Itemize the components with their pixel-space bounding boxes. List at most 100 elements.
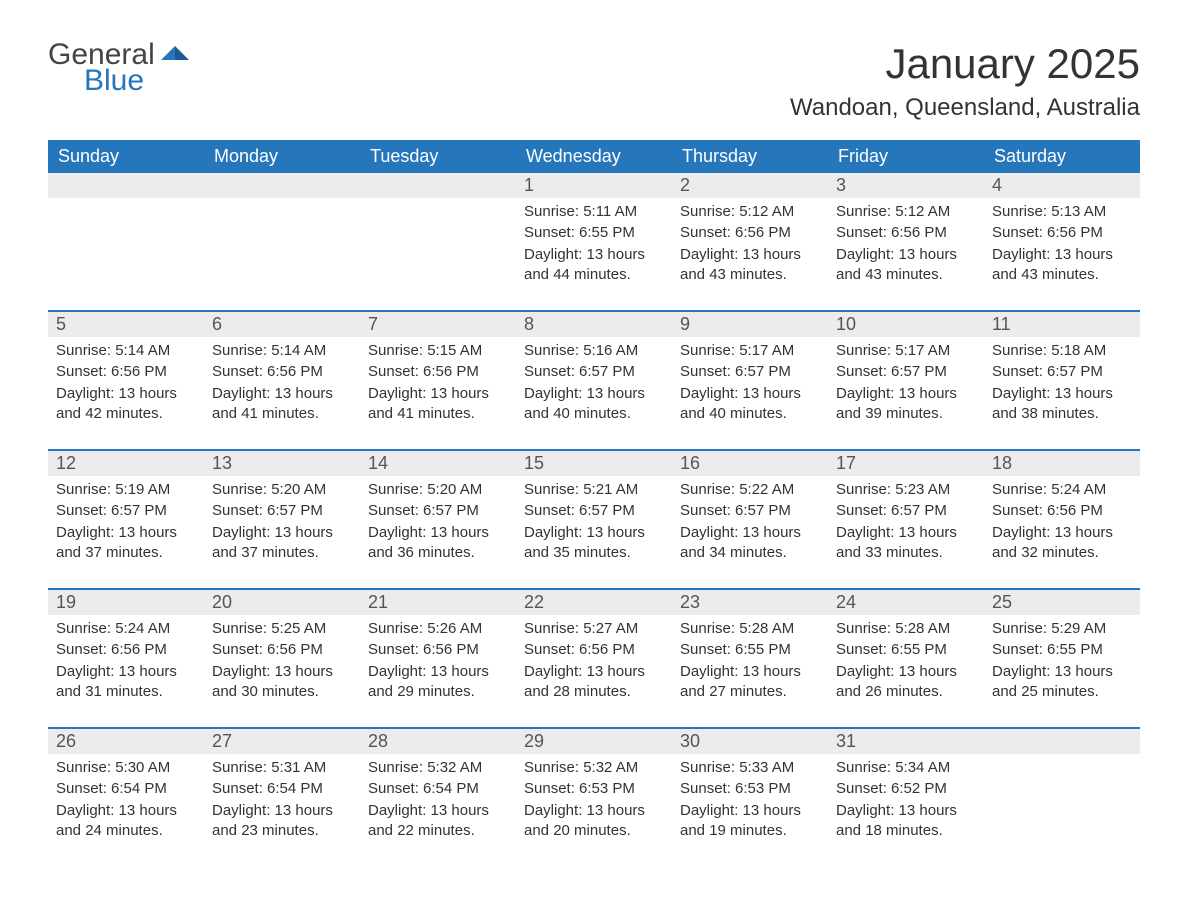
calendar-cell: 16Sunrise: 5:22 AMSunset: 6:57 PMDayligh… [672,450,828,589]
sunset-line: Sunset: 6:52 PM [836,779,976,799]
day-body: Sunrise: 5:14 AMSunset: 6:56 PMDaylight:… [48,337,204,449]
day-number: 10 [828,312,984,337]
sunset-line: Sunset: 6:57 PM [368,501,508,521]
day-number: 13 [204,451,360,476]
sunrise-line: Sunrise: 5:28 AM [680,619,820,639]
calendar-cell: 19Sunrise: 5:24 AMSunset: 6:56 PMDayligh… [48,589,204,728]
sunset-line: Sunset: 6:54 PM [368,779,508,799]
day-body: Sunrise: 5:20 AMSunset: 6:57 PMDaylight:… [204,476,360,588]
daylight-line: Daylight: 13 hours and 23 minutes. [212,801,352,842]
daylight-line: Daylight: 13 hours and 25 minutes. [992,662,1132,703]
calendar-cell: 24Sunrise: 5:28 AMSunset: 6:55 PMDayligh… [828,589,984,728]
sunset-line: Sunset: 6:56 PM [992,223,1132,243]
daylight-line: Daylight: 13 hours and 44 minutes. [524,245,664,286]
daylight-line: Daylight: 13 hours and 41 minutes. [212,384,352,425]
day-number: 19 [48,590,204,615]
day-number: 17 [828,451,984,476]
daylight-line: Daylight: 13 hours and 43 minutes. [992,245,1132,286]
sunrise-line: Sunrise: 5:12 AM [680,202,820,222]
calendar-cell [360,173,516,311]
sunrise-line: Sunrise: 5:28 AM [836,619,976,639]
calendar-cell: 7Sunrise: 5:15 AMSunset: 6:56 PMDaylight… [360,311,516,450]
calendar-cell: 15Sunrise: 5:21 AMSunset: 6:57 PMDayligh… [516,450,672,589]
day-number: 15 [516,451,672,476]
calendar-cell: 14Sunrise: 5:20 AMSunset: 6:57 PMDayligh… [360,450,516,589]
sunrise-line: Sunrise: 5:14 AM [212,341,352,361]
daylight-line: Daylight: 13 hours and 28 minutes. [524,662,664,703]
day-body: Sunrise: 5:26 AMSunset: 6:56 PMDaylight:… [360,615,516,727]
sunrise-line: Sunrise: 5:34 AM [836,758,976,778]
calendar-cell: 4 Sunrise: 5:13 AMSunset: 6:56 PMDaylight… [984,173,1140,311]
day-body [360,198,516,298]
daylight-line: Daylight: 13 hours and 24 minutes. [56,801,196,842]
day-number: 29 [516,729,672,754]
sunset-line: Sunset: 6:56 PM [992,501,1132,521]
day-number: 23 [672,590,828,615]
day-body: Sunrise: 5:31 AMSunset: 6:54 PMDaylight:… [204,754,360,866]
calendar-week-row: 26Sunrise: 5:30 AMSunset: 6:54 PMDayligh… [48,728,1140,866]
title-block: January 2025 Wandoan, Queensland, Austra… [790,40,1140,132]
daylight-line: Daylight: 13 hours and 31 minutes. [56,662,196,703]
daylight-line: Daylight: 13 hours and 43 minutes. [836,245,976,286]
sunset-line: Sunset: 6:54 PM [56,779,196,799]
day-number: 12 [48,451,204,476]
sunset-line: Sunset: 6:57 PM [524,501,664,521]
calendar-week-row: 19 Sunrise: 5:24 AM Sunset: 6:56 PM Dayligh… [48,589,1140,728]
sunset-line: Sunset: 6:55 PM [992,640,1132,660]
sunrise-line: Sunrise: 5:23 AM [836,480,976,500]
sunrise-line: Sunrise: 5:32 AM [368,758,508,778]
calendar-cell: 25Sunrise: 5:29 AMSunset: 6:55 PMDayligh… [984,589,1140,728]
page-title: January 2025 [790,40,1140,88]
day-body: Sunrise: 5:28 AMSunset: 6:55 PMDaylight:… [672,615,828,727]
daylight-line: Daylight: 13 hours and 18 minutes. [836,801,976,842]
daylight-line: Daylight: 13 hours and 19 minutes. [680,801,820,842]
day-body: Sunrise: 5:16 AMSunset: 6:57 PMDaylight:… [516,337,672,449]
sunset-line: Sunset: 6:56 PM [368,640,508,660]
sunset-line: Sunset: 6:57 PM [56,501,196,521]
daylight-line: Daylight: 13 hours and 30 minutes. [212,662,352,703]
day-number: 24 [828,590,984,615]
sunrise-line: Sunrise: 5:13 AM [992,202,1132,222]
day-number [204,173,360,198]
day-body: Sunrise: 5:17 AMSunset: 6:57 PMDaylight:… [828,337,984,449]
sunrise-line: Sunrise: 5:17 AM [680,341,820,361]
day-body [204,198,360,298]
day-header: Thursday [672,140,828,173]
calendar-head: SundayMondayTuesdayWednesdayThursdayFrid… [48,140,1140,173]
calendar-cell: 9Sunrise: 5:17 AMSunset: 6:57 PMDaylight… [672,311,828,450]
calendar-cell: 20Sunrise: 5:25 AMSunset: 6:56 PMDayligh… [204,589,360,728]
sunrise-line: Sunrise: 5:16 AM [524,341,664,361]
day-body: Sunrise: 5:19 AMSunset: 6:57 PMDaylight:… [48,476,204,588]
calendar-cell: 1Sunrise: 5:11 AMSunset: 6:55 PMDaylight… [516,173,672,311]
sunrise-line: Sunrise: 5:21 AM [524,480,664,500]
sunrise-line: Sunrise: 5:26 AM [368,619,508,639]
day-body: Sunrise: 5:15 AMSunset: 6:56 PMDaylight:… [360,337,516,449]
day-body: Sunrise: 5:34 AMSunset: 6:52 PMDaylight:… [828,754,984,866]
daylight-line: Daylight: 13 hours and 42 minutes. [56,384,196,425]
day-number: 27 [204,729,360,754]
sunrise-line: Sunrise: 5:24 AM [992,480,1132,500]
day-number: 4 [984,173,1140,198]
calendar-cell: 22Sunrise: 5:27 AMSunset: 6:56 PMDayligh… [516,589,672,728]
day-header: Friday [828,140,984,173]
day-number: 9 [672,312,828,337]
daylight-line: Daylight: 13 hours and 40 minutes. [680,384,820,425]
sunrise-line: Sunrise: 5:33 AM [680,758,820,778]
sunset-line: Sunset: 6:53 PM [524,779,664,799]
calendar-cell: 13Sunrise: 5:20 AMSunset: 6:57 PMDayligh… [204,450,360,589]
sunrise-line: Sunrise: 5:27 AM [524,619,664,639]
calendar-week-row: 5Sunrise: 5:14 AMSunset: 6:56 PMDaylight… [48,311,1140,450]
day-number: 16 [672,451,828,476]
daylight-line: Daylight: 13 hours and 22 minutes. [368,801,508,842]
day-body: Sunrise: 5:18 AMSunset: 6:57 PMDaylight:… [984,337,1140,449]
sunset-line: Sunset: 6:57 PM [212,501,352,521]
day-body: Sunrise: 5:29 AMSunset: 6:55 PMDaylight:… [984,615,1140,727]
sunrise-line: Sunrise: 5:24 AM [56,619,196,639]
sunset-line: Sunset: 6:56 PM [680,223,820,243]
sunset-line: Sunset: 6:54 PM [212,779,352,799]
day-number: 30 [672,729,828,754]
day-number: 21 [360,590,516,615]
day-header: Tuesday [360,140,516,173]
calendar-cell: 27Sunrise: 5:31 AMSunset: 6:54 PMDayligh… [204,728,360,866]
sunrise-line: Sunrise: 5:14 AM [56,341,196,361]
